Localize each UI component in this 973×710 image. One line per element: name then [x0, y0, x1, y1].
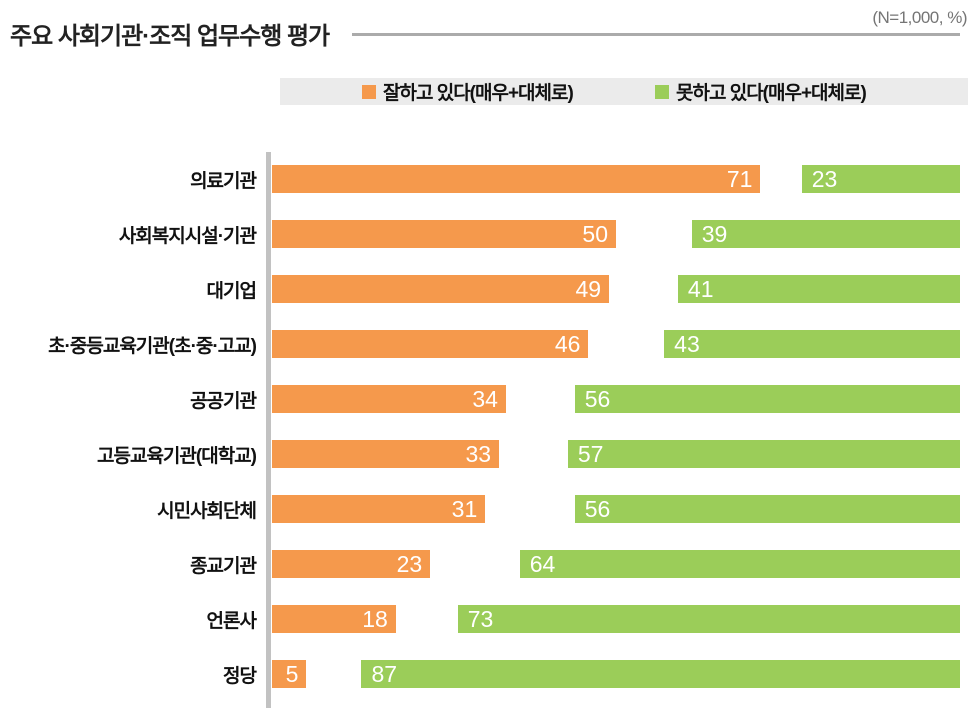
- plot-area: 33 57: [272, 440, 960, 468]
- bar-negative: 41: [677, 275, 960, 303]
- bar-value-label: 73: [467, 605, 494, 632]
- bar-value-label: 5: [285, 660, 299, 687]
- bar-value-label: 50: [582, 220, 608, 247]
- bar-value-label: 23: [811, 165, 838, 192]
- category-label: 초·중등교육기관(초·중·고교): [48, 336, 257, 357]
- bar-value-label: 56: [584, 385, 611, 412]
- bar-value-label: 43: [674, 330, 700, 357]
- chart-row: 사회복지시설·기관 50 39: [0, 207, 973, 262]
- bar-value-label: 39: [701, 220, 728, 247]
- bar-value-label: 23: [396, 550, 423, 577]
- sample-size-note: (N=1,000, %): [872, 8, 967, 27]
- bar-negative: 39: [691, 220, 960, 248]
- chart-row: 정당 5 87: [0, 647, 973, 702]
- bar-value-label: 18: [362, 605, 388, 632]
- chart-row: 종교기관 23 64: [0, 537, 973, 592]
- bar-positive: 50: [272, 220, 616, 248]
- bar-positive: 46: [272, 330, 589, 358]
- bar-value-label: 33: [465, 440, 492, 467]
- legend-item-positive: 잘하고 있다(매우+대체로): [362, 78, 574, 105]
- category-label: 정당: [223, 666, 257, 687]
- plot-area: 23 64: [272, 550, 960, 578]
- chart-row: 의료기관 71 23: [0, 152, 973, 207]
- bar-positive: 5: [272, 660, 307, 688]
- chart-row: 시민사회단체 31 56: [0, 482, 973, 537]
- bar-negative: 56: [574, 385, 960, 413]
- chart-row: 대기업 49 41: [0, 262, 973, 317]
- chart-row: 언론사 18 73: [0, 592, 973, 647]
- chart-row: 초·중등교육기관(초·중·고교) 46 43: [0, 317, 973, 372]
- category-label: 의료기관: [190, 171, 257, 192]
- plot-area: 71 23: [272, 165, 960, 193]
- bar-positive: 31: [272, 495, 486, 523]
- bar-value-label: 57: [577, 440, 604, 467]
- bar-value-label: 49: [575, 275, 602, 302]
- legend-swatch-negative-icon: [655, 84, 669, 99]
- page-title: 주요 사회기관·조직 업무수행 평가: [10, 23, 330, 50]
- category-label: 대기업: [206, 281, 257, 302]
- bar-positive: 49: [272, 275, 610, 303]
- bar-value-label: 41: [687, 275, 714, 302]
- plot-area: 49 41: [272, 275, 960, 303]
- bar-negative: 56: [574, 495, 960, 523]
- title-rule: [352, 33, 960, 36]
- legend-swatch-positive-icon: [362, 84, 376, 99]
- bar-value-label: 87: [371, 660, 398, 687]
- chart-row: 고등교육기관(대학교) 33 57: [0, 427, 973, 482]
- bar-positive: 18: [272, 605, 396, 633]
- plot-area: 46 43: [272, 330, 960, 358]
- bar-value-label: 46: [554, 330, 581, 357]
- chart-row: 공공기관 34 56: [0, 372, 973, 427]
- plot-area: 34 56: [272, 385, 960, 413]
- bar-negative: 73: [457, 605, 960, 633]
- y-axis-line: [266, 152, 271, 708]
- plot-area: 5 87: [272, 660, 960, 688]
- plot-area: 50 39: [272, 220, 960, 248]
- bar-negative: 57: [567, 440, 960, 468]
- bar-chart: 의료기관 71 23 사회복지시설·기관 50 39 대기업 49 41 초·중등교육기관(초·중…: [0, 152, 973, 710]
- category-label: 공공기관: [190, 391, 257, 412]
- legend-label-negative: 못하고 있다(매우+대체로): [676, 83, 867, 104]
- plot-area: 31 56: [272, 495, 960, 523]
- bar-positive: 33: [272, 440, 500, 468]
- bar-positive: 71: [272, 165, 761, 193]
- legend-item-negative: 못하고 있다(매우+대체로): [655, 78, 867, 105]
- bar-value-label: 56: [584, 495, 611, 522]
- plot-area: 18 73: [272, 605, 960, 633]
- category-label: 종교기관: [190, 556, 257, 577]
- legend: 잘하고 있다(매우+대체로) 못하고 있다(매우+대체로): [280, 78, 968, 105]
- bar-value-label: 31: [451, 495, 478, 522]
- category-label: 사회복지시설·기관: [118, 226, 257, 247]
- category-label: 고등교육기관(대학교): [97, 446, 257, 467]
- bar-value-label: 71: [726, 165, 753, 192]
- bar-value-label: 34: [472, 385, 498, 412]
- bar-value-label: 64: [529, 550, 556, 577]
- bar-negative: 87: [361, 660, 960, 688]
- bar-negative: 64: [519, 550, 960, 578]
- category-label: 언론사: [206, 611, 257, 632]
- bar-negative: 43: [664, 330, 960, 358]
- legend-label-positive: 잘하고 있다(매우+대체로): [383, 83, 574, 104]
- category-label: 시민사회단체: [157, 501, 257, 522]
- chart-rows: 의료기관 71 23 사회복지시설·기관 50 39 대기업 49 41 초·중등교육기관(초·중…: [0, 152, 973, 702]
- bar-negative: 23: [801, 165, 960, 193]
- bar-positive: 34: [272, 385, 506, 413]
- bar-positive: 23: [272, 550, 431, 578]
